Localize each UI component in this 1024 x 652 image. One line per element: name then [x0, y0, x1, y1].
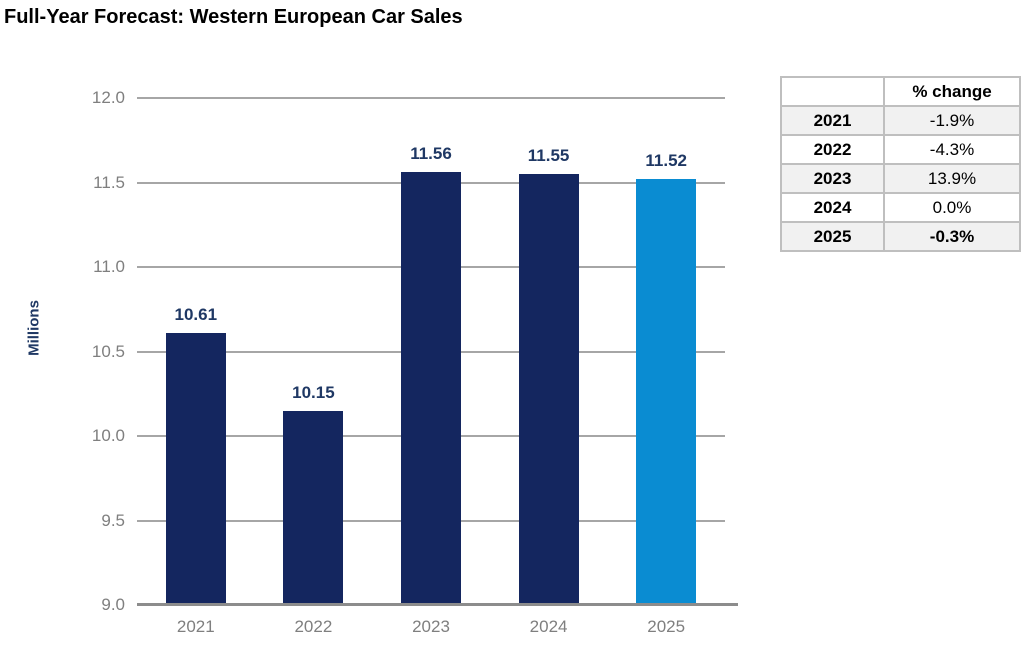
table-cell-year: 2025: [780, 221, 885, 252]
x-axis-tick-label: 2024: [529, 617, 568, 636]
table-cell-change: -0.3%: [883, 221, 1021, 252]
bar-2021: [165, 332, 226, 605]
x-axis-tick-label: 2022: [294, 617, 333, 636]
y-axis-tick-label: 9.5: [101, 510, 125, 530]
table-cell-change: 0.0%: [883, 192, 1021, 223]
bar-value-label: 10.61: [174, 304, 218, 324]
chart-title: Full-Year Forecast: Western European Car…: [4, 6, 463, 28]
gridline: [137, 97, 725, 99]
bar-value-label: 11.56: [410, 144, 452, 164]
table-cell-year: 2024: [780, 192, 885, 223]
change-table: % change 2021 -1.9% 2022 -4.3% 2023 13.9…: [780, 76, 1021, 252]
y-axis-tick-label: 9.0: [101, 595, 125, 614]
bar-2023: [401, 172, 461, 605]
y-axis-tick-label: 10.0: [91, 426, 125, 445]
bar-value-label: 10.15: [292, 382, 335, 402]
x-axis-tick-label: 2023: [412, 617, 450, 636]
bar-2025: [636, 179, 697, 605]
bar-value-label: 11.55: [527, 146, 570, 166]
table-cell-change: -1.9%: [883, 105, 1021, 136]
table-row: 2022 -4.3%: [780, 134, 1021, 165]
table-row: 2021 -1.9%: [780, 105, 1021, 136]
table-row: 2025 -0.3%: [780, 221, 1021, 252]
bar-2024: [518, 174, 579, 605]
table-cell-year: 2021: [780, 105, 885, 136]
x-axis-line: [137, 603, 738, 606]
table-cell-year: 2022: [780, 134, 885, 165]
y-axis-tick-label: 10.5: [91, 341, 125, 361]
bar-value-label: 11.52: [645, 151, 687, 171]
plot-area: 12.0 11.5 11.0 10.5 10.0 9.5 9.0 10.61 2021 10.15…: [92, 88, 738, 636]
y-axis-tick-label: 11.0: [93, 257, 125, 276]
x-axis-tick-label: 2025: [647, 617, 686, 636]
table-cell-year: 2023: [780, 163, 885, 194]
y-axis-tick-label: 12.0: [91, 88, 125, 107]
table-row: 2023 13.9%: [780, 163, 1021, 194]
x-axis-tick-label: 2021: [176, 617, 215, 636]
table-header-change: % change: [883, 76, 1021, 107]
table-row: 2024 0.0%: [780, 192, 1021, 223]
bar-2022: [283, 410, 344, 605]
table-header-year: [780, 76, 885, 107]
table-header-row: % change: [780, 76, 1021, 107]
table-cell-change: -4.3%: [883, 134, 1021, 165]
table-cell-change: 13.9%: [883, 163, 1021, 194]
y-axis-tick-label: 11.5: [93, 172, 125, 192]
